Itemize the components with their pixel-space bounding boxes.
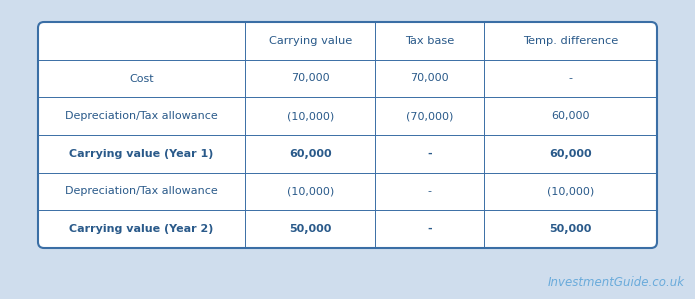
Text: -: - xyxy=(427,224,432,234)
Text: 50,000: 50,000 xyxy=(549,224,591,234)
Text: -: - xyxy=(427,149,432,159)
Text: Carrying value (Year 2): Carrying value (Year 2) xyxy=(70,224,214,234)
Text: 60,000: 60,000 xyxy=(549,149,591,159)
Text: Depreciation/Tax allowance: Depreciation/Tax allowance xyxy=(65,111,218,121)
Text: 60,000: 60,000 xyxy=(289,149,332,159)
Text: Cost: Cost xyxy=(129,74,154,83)
Text: Temp. difference: Temp. difference xyxy=(523,36,618,46)
Text: 70,000: 70,000 xyxy=(291,74,329,83)
Text: InvestmentGuide.co.uk: InvestmentGuide.co.uk xyxy=(548,276,685,289)
Text: 70,000: 70,000 xyxy=(410,74,449,83)
Text: Tax base: Tax base xyxy=(405,36,454,46)
Text: Carrying value (Year 1): Carrying value (Year 1) xyxy=(70,149,214,159)
Text: (10,000): (10,000) xyxy=(287,111,334,121)
Text: -: - xyxy=(569,74,573,83)
Text: 50,000: 50,000 xyxy=(289,224,332,234)
Text: 60,000: 60,000 xyxy=(551,111,589,121)
Text: (10,000): (10,000) xyxy=(287,187,334,196)
Text: Carrying value: Carrying value xyxy=(269,36,352,46)
Text: Depreciation/Tax allowance: Depreciation/Tax allowance xyxy=(65,187,218,196)
Text: -: - xyxy=(427,187,432,196)
Text: (10,000): (10,000) xyxy=(547,187,594,196)
FancyBboxPatch shape xyxy=(38,22,657,248)
Text: (70,000): (70,000) xyxy=(406,111,453,121)
